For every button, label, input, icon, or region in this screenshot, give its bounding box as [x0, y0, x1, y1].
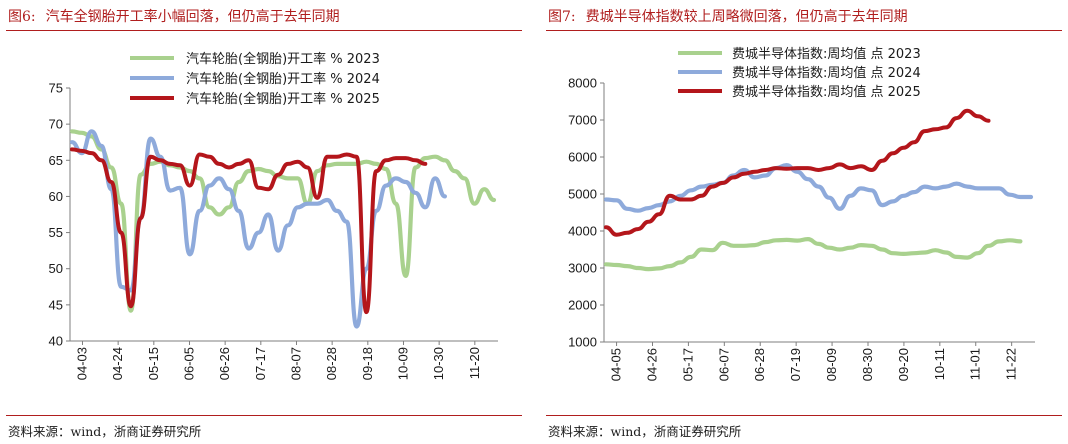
figure-panel-tire-operating-rate: 图6: 汽车全钢胎开工率小幅回落，但仍高于去年同期 40 45 50 55 60 65 70 7…	[0, 0, 528, 444]
y-tick-label: 40	[49, 334, 63, 349]
x-tick-label: 04-03	[74, 347, 89, 380]
x-tick-label: 08-07	[288, 347, 303, 380]
figure-number: 图6:	[8, 9, 36, 25]
y-tick-label: 8000	[568, 76, 597, 91]
x-tick-label: 08-09	[824, 348, 839, 381]
x-tick-label: 06-26	[217, 347, 232, 380]
y-tick-label: 50	[49, 261, 63, 276]
x-tick-label: 06-05	[181, 347, 196, 380]
y-tick-label: 75	[49, 81, 63, 96]
tire-operating-rate-chart: 40 45 50 55 60 65 70 75 04-03 04-24 05-15 06-05 06-2…	[49, 51, 498, 380]
legend-label: 汽车轮胎(全钢胎)开工率 % 2025	[186, 91, 380, 107]
y-tick-label: 4000	[568, 224, 597, 239]
figure-title-text: 费城半导体指数较上周略微回落，但仍高于去年同期	[585, 9, 908, 25]
series-line-3	[70, 147, 428, 315]
x-tick-label: 08-30	[860, 348, 875, 381]
x-tick-label: 11-01	[968, 348, 983, 380]
y-tick-label: 1000	[568, 335, 597, 350]
figure-title: 图6: 汽车全钢胎开工率小幅回落，但仍高于去年同期	[8, 6, 340, 26]
series-line-3	[604, 108, 991, 237]
y-tick-label: 3000	[568, 261, 597, 276]
y-tick-label: 5000	[568, 187, 597, 202]
figure-title: 图7: 费城半导体指数较上周略微回落，但仍高于去年同期	[548, 6, 908, 26]
x-tick-label: 04-24	[110, 347, 125, 380]
source-note: 资料来源：wind，浙商证券研究所	[8, 424, 202, 439]
legend-label: 汽车轮胎(全钢胎)开工率 % 2023	[186, 51, 380, 67]
figure-panel-sox-index: 图7: 费城半导体指数较上周略微回落，但仍高于去年同期 1000 2000 3000 4…	[540, 0, 1068, 444]
x-tick-label: 04-26	[644, 348, 659, 381]
x-tick-label: 07-19	[788, 348, 803, 381]
y-tick-label: 65	[49, 153, 63, 168]
figure-number: 图7:	[548, 9, 576, 25]
series-line-1	[603, 237, 1023, 272]
source-note: 资料来源：wind，浙商证券研究所	[548, 424, 742, 439]
x-tick-label: 05-15	[146, 347, 161, 380]
x-tick-label: 06-07	[716, 348, 731, 381]
y-tick-label: 6000	[568, 150, 597, 165]
title-rule	[6, 30, 522, 31]
x-tick-label: 10-11	[932, 348, 947, 380]
legend-label: 费城半导体指数:周均值 点 2023	[732, 46, 921, 62]
figure-title-text: 汽车全钢胎开工率小幅回落，但仍高于去年同期	[45, 9, 340, 25]
x-tick-label: 09-18	[360, 347, 375, 380]
legend-label: 费城半导体指数:周均值 点 2025	[732, 84, 921, 100]
legend-label: 汽车轮胎(全钢胎)开工率 % 2024	[186, 71, 380, 87]
source-rule	[546, 415, 1062, 416]
x-tick-label: 09-20	[896, 348, 911, 381]
y-tick-label: 60	[49, 189, 63, 204]
x-tick-label: 08-28	[324, 347, 339, 380]
x-tick-label: 11-20	[467, 347, 482, 379]
title-rule	[546, 30, 1062, 31]
y-tick-label: 55	[49, 225, 63, 240]
x-tick-label: 07-17	[253, 347, 268, 380]
x-tick-label: 10-30	[431, 347, 446, 380]
y-tick-label: 45	[49, 297, 63, 312]
y-tick-label: 7000	[568, 113, 597, 128]
y-tick-label: 2000	[568, 298, 597, 313]
source-rule	[6, 415, 522, 416]
x-tick-label: 04-05	[609, 348, 624, 381]
x-tick-label: 05-17	[680, 348, 695, 381]
x-tick-label: 11-22	[1004, 348, 1019, 380]
x-tick-label: 10-09	[395, 347, 410, 380]
sox-index-chart: 1000 2000 3000 4000 5000 6000 7000 8000 04-05 04-…	[568, 46, 1035, 381]
x-tick-label: 06-28	[752, 348, 767, 381]
legend-label: 费城半导体指数:周均值 点 2024	[732, 65, 921, 81]
y-tick-label: 70	[49, 117, 63, 132]
